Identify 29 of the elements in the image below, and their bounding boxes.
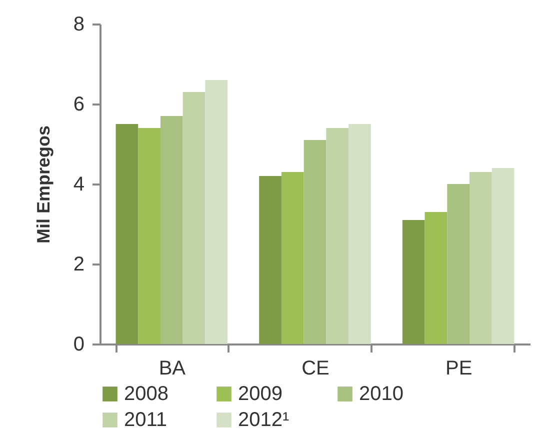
bar — [138, 128, 160, 344]
y-tick-label: 8 — [73, 14, 84, 36]
y-axis-title: Mil Empregos — [33, 125, 54, 244]
legend-label: 2009 — [238, 383, 282, 405]
bar — [348, 124, 371, 344]
legend-label: 2012¹ — [238, 409, 290, 431]
bar — [447, 184, 470, 344]
bar — [492, 168, 514, 344]
y-tick-label: 4 — [73, 174, 84, 196]
bar — [116, 124, 138, 344]
bar — [281, 172, 304, 344]
bar — [470, 172, 492, 344]
bar — [424, 212, 448, 344]
x-tick-label: CE — [302, 358, 330, 380]
y-tick-label: 2 — [73, 254, 84, 276]
bar — [205, 80, 228, 344]
bar — [259, 176, 282, 344]
x-tick-label: BA — [158, 358, 186, 380]
bar — [182, 92, 206, 344]
y-tick-label: 6 — [73, 94, 84, 116]
bar — [160, 116, 183, 344]
bar — [304, 140, 326, 344]
bar — [326, 128, 349, 344]
legend-label: 2008 — [124, 383, 168, 405]
x-tick-label: PE — [445, 358, 472, 380]
legend-label: 2010 — [359, 383, 404, 405]
y-tick-label: 0 — [73, 334, 84, 356]
legend-label: 2011 — [124, 409, 168, 431]
bar — [402, 220, 425, 344]
